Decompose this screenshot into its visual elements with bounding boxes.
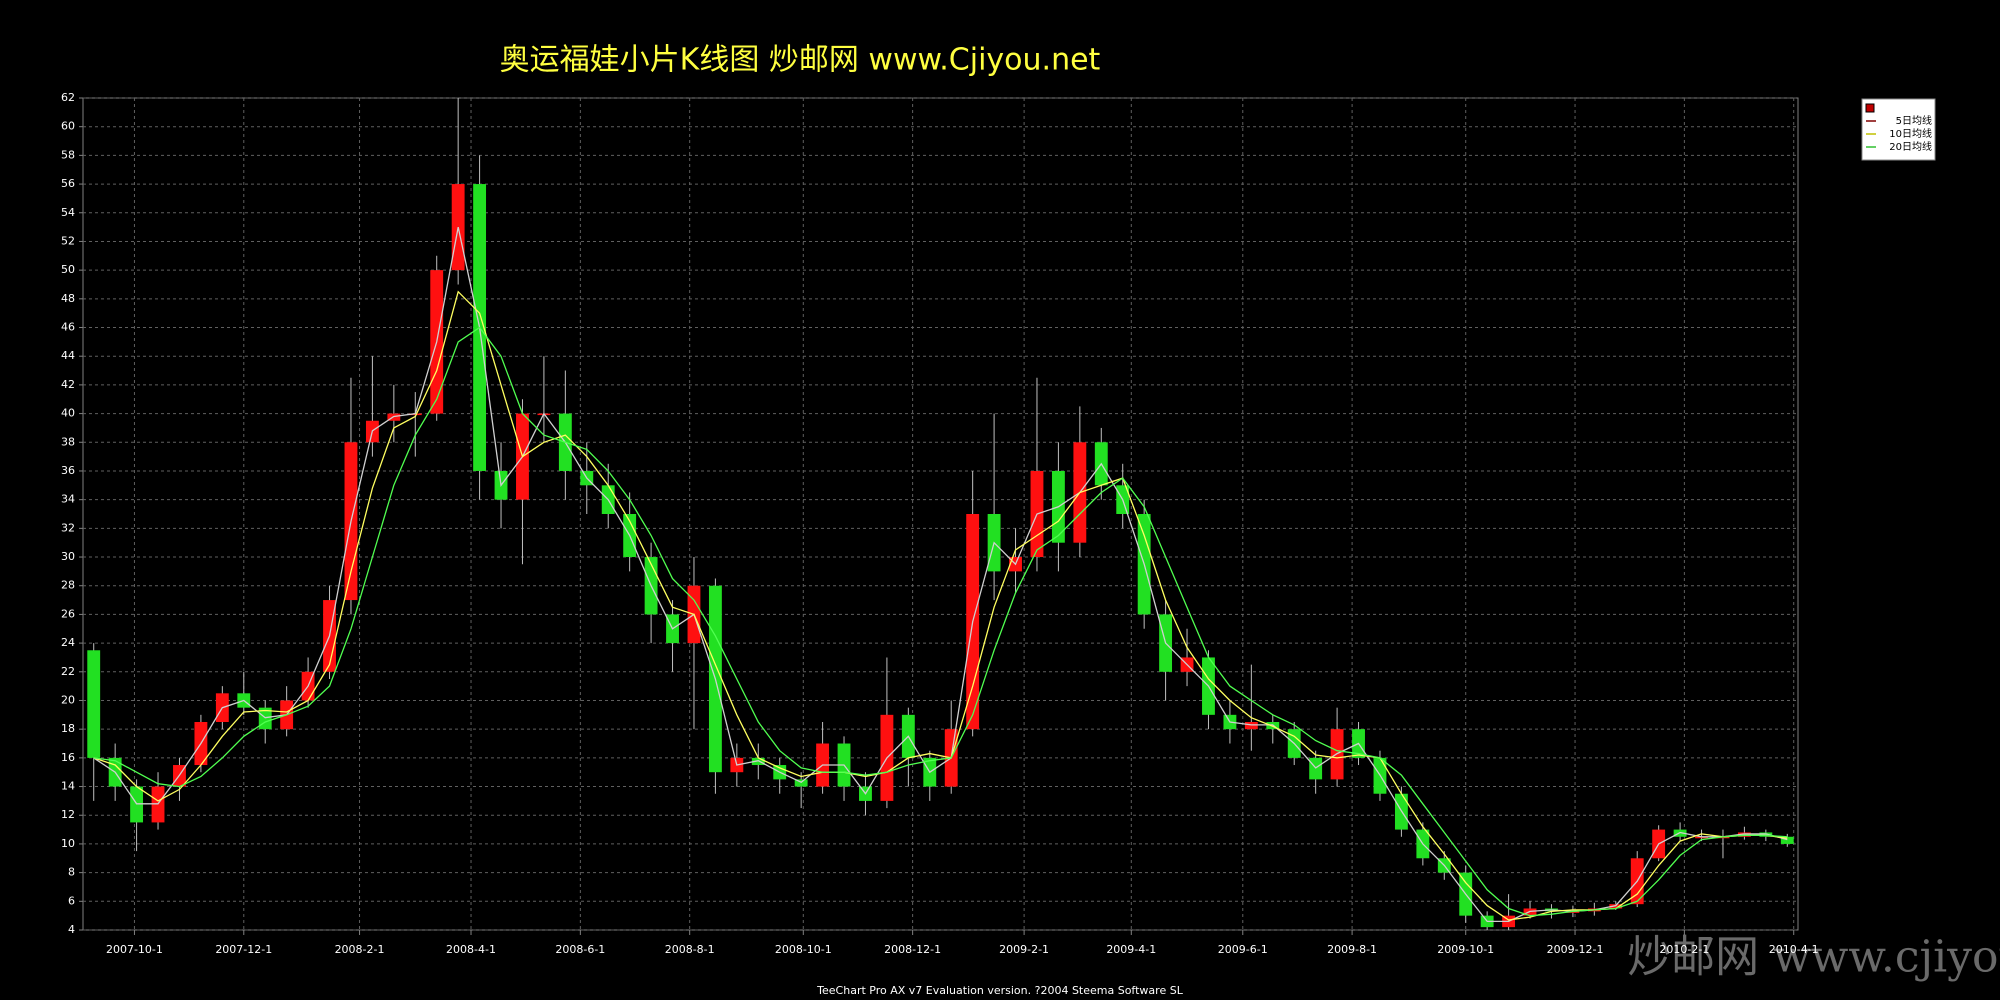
y-tick-label: 44 xyxy=(61,349,75,362)
y-tick-label: 60 xyxy=(61,120,75,133)
x-tick-label: 2009-2-1 xyxy=(999,943,1049,956)
y-tick-label: 52 xyxy=(61,234,75,247)
y-tick-label: 56 xyxy=(61,177,75,190)
y-tick-label: 48 xyxy=(61,292,75,305)
legend-label: 20日均线 xyxy=(1889,140,1932,153)
legend-label: 10日均线 xyxy=(1889,127,1932,140)
candle-body xyxy=(1759,832,1773,837)
ma-line xyxy=(93,290,1788,921)
ma-line xyxy=(93,226,1788,923)
y-tick-label: 8 xyxy=(68,866,75,879)
y-tick-label: 24 xyxy=(61,636,75,649)
x-tick-label: 2008-4-1 xyxy=(446,943,496,956)
candle-body xyxy=(751,757,765,766)
y-tick-label: 38 xyxy=(61,435,75,448)
y-tick-label: 14 xyxy=(61,780,75,793)
y-tick-label: 30 xyxy=(61,550,75,563)
y-tick-label: 18 xyxy=(61,722,75,735)
candle-body xyxy=(1244,722,1258,730)
y-tick-label: 22 xyxy=(61,665,75,678)
y-tick-label: 12 xyxy=(61,808,75,821)
y-tick-label: 6 xyxy=(68,894,75,907)
candle-body xyxy=(1566,911,1580,913)
y-tick-label: 46 xyxy=(61,321,75,334)
y-tick-label: 40 xyxy=(61,407,75,420)
y-tick-label: 32 xyxy=(61,521,75,534)
y-tick-label: 34 xyxy=(61,493,75,506)
candle-body xyxy=(130,786,144,823)
candle-body xyxy=(1716,836,1730,839)
x-tick-label: 2009-6-1 xyxy=(1218,943,1268,956)
x-tick-label: 2008-2-1 xyxy=(335,943,385,956)
y-tick-label: 20 xyxy=(61,693,75,706)
ma-line xyxy=(93,326,1788,917)
y-tick-label: 50 xyxy=(61,263,75,276)
y-tick-label: 10 xyxy=(61,837,75,850)
y-tick-label: 4 xyxy=(68,923,75,936)
y-tick-label: 28 xyxy=(61,579,75,592)
candle-body xyxy=(151,786,165,823)
x-tick-label: 2009-8-1 xyxy=(1327,943,1377,956)
plot-frame xyxy=(82,97,1799,931)
footer: TeeChart Pro AX v7 Evaluation version. ?… xyxy=(816,984,1184,997)
x-tick-label: 2007-10-1 xyxy=(106,943,163,956)
candle-body xyxy=(1695,836,1708,839)
candle-body xyxy=(408,413,422,416)
legend-label: 5日均线 xyxy=(1896,114,1932,127)
x-tick-label: 2009-10-1 xyxy=(1437,943,1494,956)
legend-candle-icon xyxy=(1865,103,1875,113)
x-tick-label: 2008-6-1 xyxy=(555,943,605,956)
candle-body xyxy=(794,779,808,787)
x-tick-label: 2010-4-1 xyxy=(1769,943,1819,956)
x-tick-label: 2009-4-1 xyxy=(1106,943,1156,956)
candle-body xyxy=(1609,904,1623,909)
watermark: 炒邮网 www.cjiyou.net xyxy=(1627,932,2000,983)
x-tick-label: 2009-12-1 xyxy=(1547,943,1604,956)
y-tick-label: 16 xyxy=(61,751,75,764)
candle-body xyxy=(1780,836,1794,844)
y-tick-label: 36 xyxy=(61,464,75,477)
x-tick-label: 2007-12-1 xyxy=(215,943,272,956)
candle-body xyxy=(1737,832,1751,837)
candle-body xyxy=(87,650,101,758)
y-tick-label: 26 xyxy=(61,607,75,620)
chart-title: 奥运福娃小片K线图 炒邮网 www.Cjiyou.net xyxy=(500,43,1101,78)
x-tick-label: 2008-12-1 xyxy=(884,943,941,956)
x-tick-label: 2010-2-1 xyxy=(1659,943,1709,956)
y-tick-label: 54 xyxy=(61,206,75,219)
y-tick-label: 42 xyxy=(61,378,75,391)
x-tick-label: 2008-10-1 xyxy=(775,943,832,956)
y-tick-label: 62 xyxy=(61,91,75,104)
y-tick-label: 58 xyxy=(61,148,75,161)
x-tick-label: 2008-8-1 xyxy=(665,943,715,956)
